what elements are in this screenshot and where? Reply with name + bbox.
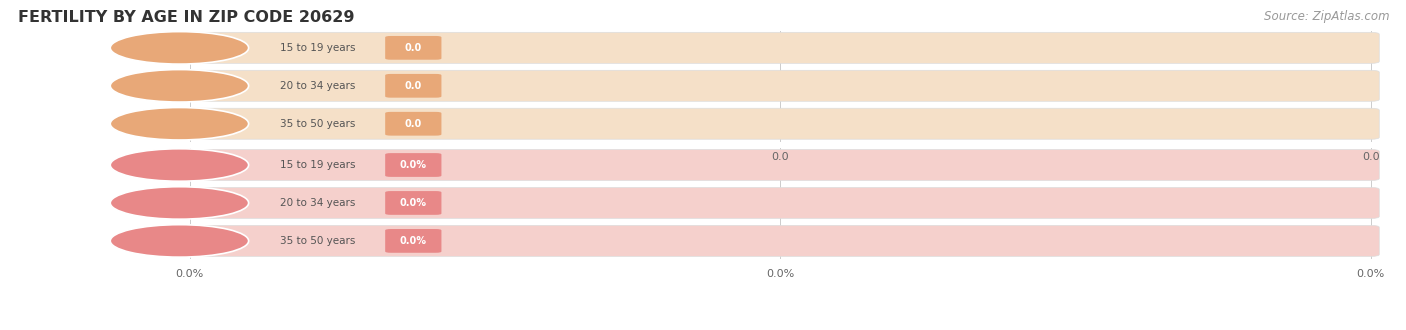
- Text: 0.0: 0.0: [405, 43, 422, 53]
- Text: 35 to 50 years: 35 to 50 years: [280, 236, 356, 246]
- Text: 0.0%: 0.0%: [399, 236, 427, 246]
- FancyBboxPatch shape: [385, 229, 441, 253]
- FancyBboxPatch shape: [385, 112, 441, 136]
- FancyBboxPatch shape: [181, 225, 1379, 256]
- Text: 0.0: 0.0: [181, 152, 198, 162]
- Text: 0.0%: 0.0%: [176, 269, 204, 279]
- Text: Source: ZipAtlas.com: Source: ZipAtlas.com: [1264, 10, 1389, 23]
- FancyBboxPatch shape: [181, 70, 1379, 101]
- Text: 0.0: 0.0: [405, 119, 422, 129]
- Text: 20 to 34 years: 20 to 34 years: [280, 198, 356, 208]
- FancyBboxPatch shape: [385, 74, 441, 98]
- Circle shape: [110, 225, 249, 257]
- Text: 0.0%: 0.0%: [399, 198, 427, 208]
- Circle shape: [110, 149, 249, 181]
- Circle shape: [110, 70, 249, 102]
- Circle shape: [110, 32, 249, 64]
- Circle shape: [110, 187, 249, 219]
- Text: 0.0: 0.0: [1362, 152, 1379, 162]
- Text: 0.0%: 0.0%: [766, 269, 794, 279]
- Text: 35 to 50 years: 35 to 50 years: [280, 119, 356, 129]
- Text: 20 to 34 years: 20 to 34 years: [280, 81, 356, 91]
- Circle shape: [110, 108, 249, 140]
- Text: 0.0%: 0.0%: [1357, 269, 1385, 279]
- FancyBboxPatch shape: [385, 191, 441, 215]
- Text: 0.0%: 0.0%: [399, 160, 427, 170]
- FancyBboxPatch shape: [181, 108, 1379, 139]
- Text: 15 to 19 years: 15 to 19 years: [280, 43, 356, 53]
- FancyBboxPatch shape: [181, 32, 1379, 63]
- Text: FERTILITY BY AGE IN ZIP CODE 20629: FERTILITY BY AGE IN ZIP CODE 20629: [18, 10, 354, 25]
- FancyBboxPatch shape: [385, 36, 441, 60]
- Text: 15 to 19 years: 15 to 19 years: [280, 160, 356, 170]
- Text: 0.0: 0.0: [772, 152, 789, 162]
- Text: 0.0: 0.0: [405, 81, 422, 91]
- FancyBboxPatch shape: [181, 187, 1379, 218]
- FancyBboxPatch shape: [385, 153, 441, 177]
- FancyBboxPatch shape: [181, 149, 1379, 181]
